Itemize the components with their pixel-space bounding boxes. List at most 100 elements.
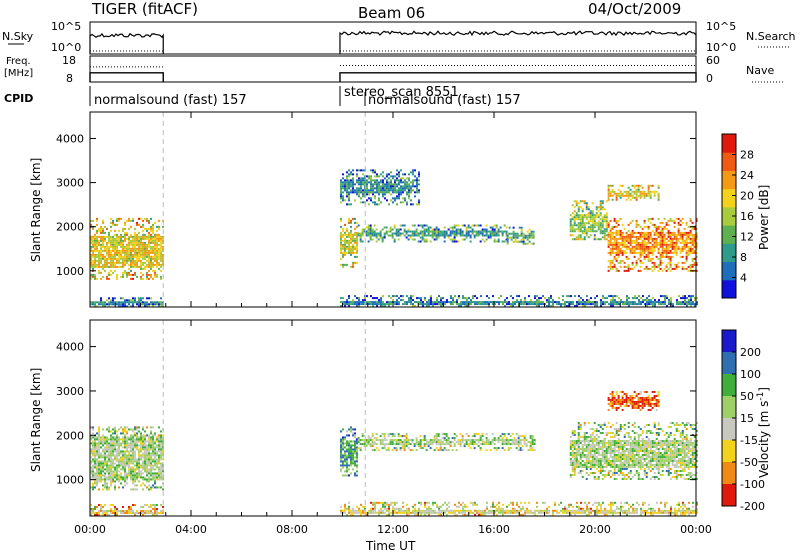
heatmap-cell [655,233,658,236]
heatmap-cell [102,249,104,252]
heatmap-cell [467,224,470,227]
heatmap-cell [437,234,440,237]
heatmap-cell [146,448,148,451]
heatmap-cell [475,443,478,446]
heatmap-cell [110,480,112,483]
heatmap-cell [138,297,140,300]
heatmap-cell [597,226,600,229]
heatmap-cell [96,478,98,481]
heatmap-cell [545,299,548,302]
heatmap-cell [375,236,378,239]
heatmap-cell [493,303,496,306]
heatmap-cell [639,243,642,246]
heatmap-cell [118,464,120,467]
heatmap-cell [389,443,392,446]
heatmap-cell [501,437,504,440]
heatmap-cell [643,233,646,236]
heatmap-cell [100,438,102,441]
heatmap-cell [92,245,94,248]
heatmap-cell [431,230,434,233]
heatmap-cell [623,303,626,306]
heatmap-cell [573,445,576,448]
heatmap-cell [520,234,523,237]
heatmap-cell [150,444,152,447]
heatmap-cell [128,237,130,240]
heatmap-cell [503,441,506,444]
heatmap-cell [349,452,352,455]
heatmap-cell [431,441,434,444]
heatmap-cell [371,201,374,204]
heatmap-cell [411,171,414,174]
heatmap-cell [132,456,134,459]
heatmap-cell [509,447,512,450]
heatmap-cell [118,305,120,308]
heatmap-cell [431,228,434,231]
heatmap-cell [405,185,408,188]
heatmap-cell [98,430,100,433]
heatmap-cell [375,203,378,206]
heatmap-cell [433,441,436,444]
heatmap-cell [505,441,508,444]
heatmap-cell [653,305,656,308]
heatmap-cell [589,427,592,430]
heatmap-cell [110,301,112,304]
heatmap-cell [493,234,496,237]
heatmap-cell [341,265,344,268]
heatmap-cell [98,235,100,238]
heatmap-cell [385,199,388,202]
heatmap-cell [345,227,348,230]
heatmap-cell [104,452,106,455]
heatmap-cell [381,447,384,450]
heatmap-cell [128,456,130,459]
heatmap-cell [132,428,134,431]
heatmap-cell [377,199,380,202]
heatmap-cell [495,449,498,452]
heatmap-cell [459,303,462,306]
heatmap-cell [387,433,390,436]
heatmap-cell [581,445,584,448]
heatmap-cell [152,486,154,489]
heatmap-cell [339,446,342,449]
heatmap-cell [473,301,476,304]
heatmap-cell [351,247,354,250]
heatmap-cell [156,249,158,252]
heatmap-cell [355,460,358,463]
heatmap-cell [529,303,532,306]
heatmap-cell [531,435,534,438]
heatmap-cell [136,235,138,238]
heatmap-cell [136,247,138,250]
heatmap-cell [114,436,116,439]
heatmap-cell [136,448,138,451]
heatmap-cell [583,238,586,241]
heatmap-cell [595,206,598,209]
heatmap-cell [605,224,608,227]
heatmap-cell [635,237,638,240]
heatmap-cell [401,177,404,180]
heatmap-cell [341,297,344,300]
heatmap-cell [577,425,580,428]
heatmap-cell [573,453,576,456]
heatmap-cell [154,249,156,252]
heatmap-cell [146,466,148,469]
heatmap-cell [569,445,572,448]
heatmap-cell [100,227,102,230]
heatmap-cell [477,301,480,304]
heatmap-cell [104,305,106,308]
heatmap-cell [569,301,572,304]
heatmap-cell [635,235,638,238]
heatmap-cell [447,443,450,446]
heatmap-cell [643,241,646,244]
heatmap-cell [104,436,106,439]
heatmap-cell [569,218,572,221]
heatmap-cell [627,247,630,250]
heatmap-cell [615,192,618,195]
heatmap-cell [599,228,602,231]
heatmap-cell [375,240,378,243]
heatmap-cell [469,447,472,450]
heatmap-cell [136,275,138,278]
heatmap-cell [154,251,156,254]
heatmap-cell [130,263,132,266]
heatmap-cell [116,277,118,280]
heatmap-cell [651,301,654,304]
heatmap-cell [134,480,136,483]
